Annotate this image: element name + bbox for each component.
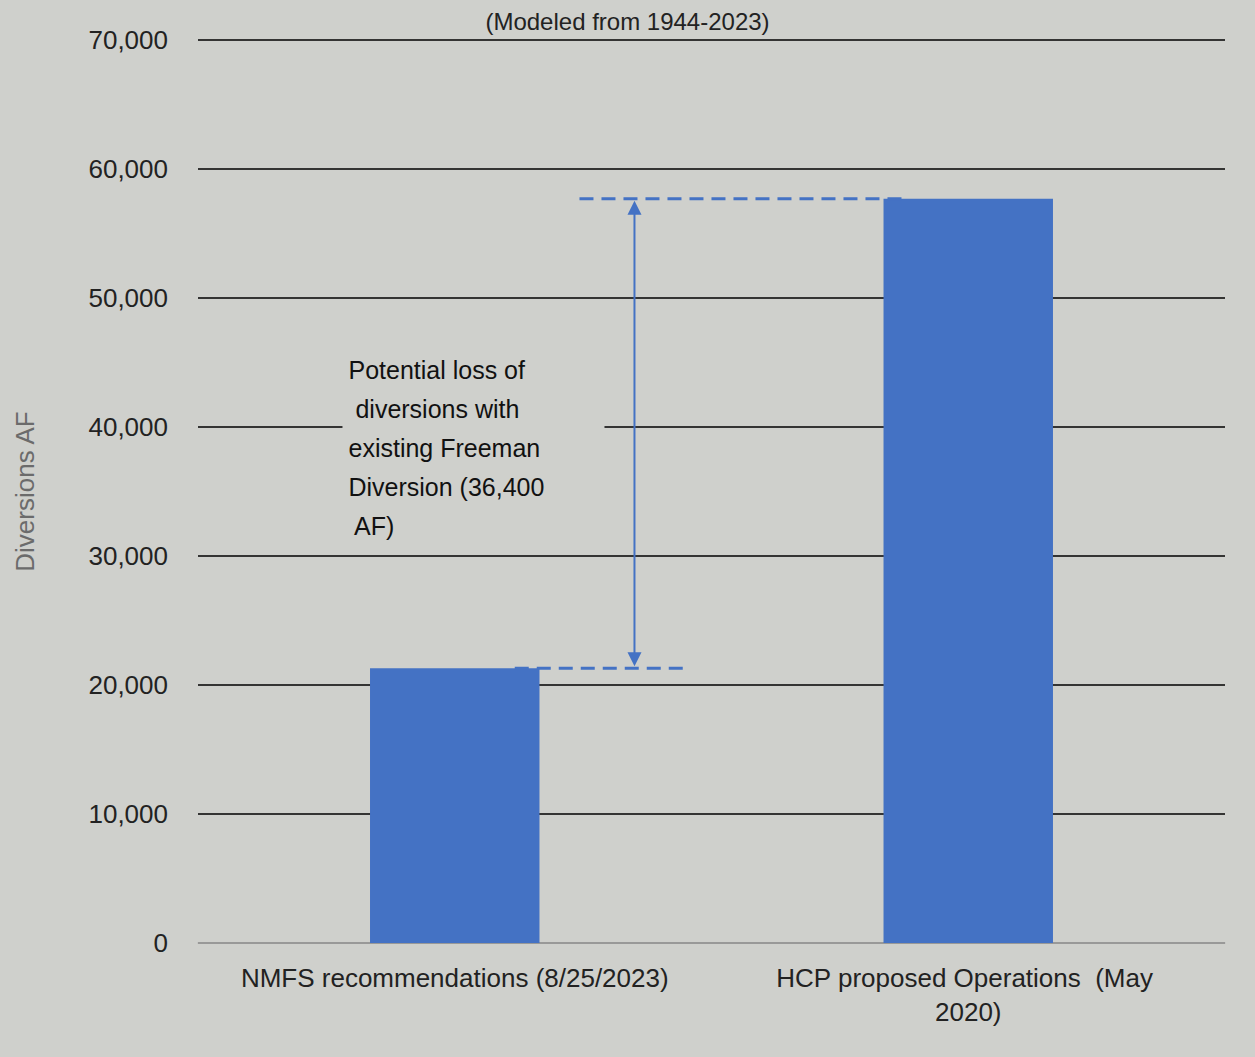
svg-text:10,000: 10,000 bbox=[88, 799, 168, 829]
svg-text:70,000: 70,000 bbox=[88, 25, 168, 55]
svg-text:20,000: 20,000 bbox=[88, 670, 168, 700]
svg-text:diversions with: diversions with bbox=[348, 395, 526, 423]
svg-text:(Modeled from 1944-2023): (Modeled from 1944-2023) bbox=[485, 8, 769, 35]
svg-text:60,000: 60,000 bbox=[88, 154, 168, 184]
svg-text:0: 0 bbox=[154, 928, 168, 958]
svg-text:30,000: 30,000 bbox=[88, 541, 168, 571]
svg-text:AF): AF) bbox=[348, 512, 394, 540]
svg-text:NMFS recommendations (8/25/202: NMFS recommendations (8/25/2023) bbox=[241, 963, 669, 993]
svg-text:existing Freeman: existing Freeman bbox=[348, 434, 547, 462]
svg-text:Diversions AF: Diversions AF bbox=[10, 411, 40, 571]
svg-text:Diversion (36,400: Diversion (36,400 bbox=[348, 473, 544, 501]
svg-text:HCP proposed Operations (May: HCP proposed Operations (May bbox=[776, 963, 1160, 993]
svg-text:50,000: 50,000 bbox=[88, 283, 168, 313]
svg-text:Potential loss of: Potential loss of bbox=[348, 356, 525, 384]
svg-text:40,000: 40,000 bbox=[88, 412, 168, 442]
svg-text:2020): 2020) bbox=[935, 997, 1002, 1027]
